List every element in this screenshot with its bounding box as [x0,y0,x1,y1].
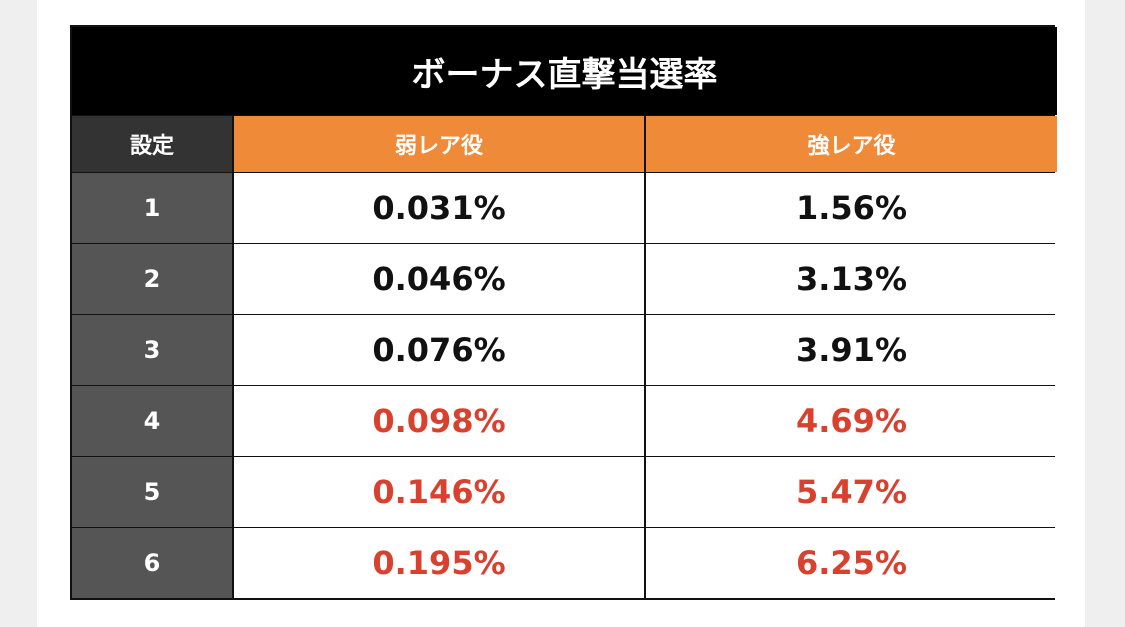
rate-cell: 0.195% [234,528,644,598]
setting-cell: 3 [72,315,232,385]
rate-cell: 5.47% [646,457,1057,527]
setting-cell: 5 [72,457,232,527]
header-cell: 弱レア役 [234,116,644,172]
header-cell: 強レア役 [646,116,1057,172]
rate-cell: 3.13% [646,244,1057,314]
setting-cell: 2 [72,244,232,314]
setting-cell: 1 [72,173,232,243]
setting-cell: 6 [72,528,232,598]
rate-cell: 0.076% [234,315,644,385]
rate-cell: 0.031% [234,173,644,243]
header-cell: 設定 [72,116,232,172]
rate-cell: 6.25% [646,528,1057,598]
rate-table: ボーナス直撃当選率 設定 弱レア役 強レア役 1 0.031% 1.56% 2 0.046% 3… [70,25,1057,600]
table-title: ボーナス直撃当選率 [72,27,1057,115]
rate-cell: 4.69% [646,386,1057,456]
rate-cell: 3.91% [646,315,1057,385]
rate-cell: 0.098% [234,386,644,456]
rate-cell: 0.046% [234,244,644,314]
setting-cell: 4 [72,386,232,456]
rate-cell: 0.146% [234,457,644,527]
rate-cell: 1.56% [646,173,1057,243]
